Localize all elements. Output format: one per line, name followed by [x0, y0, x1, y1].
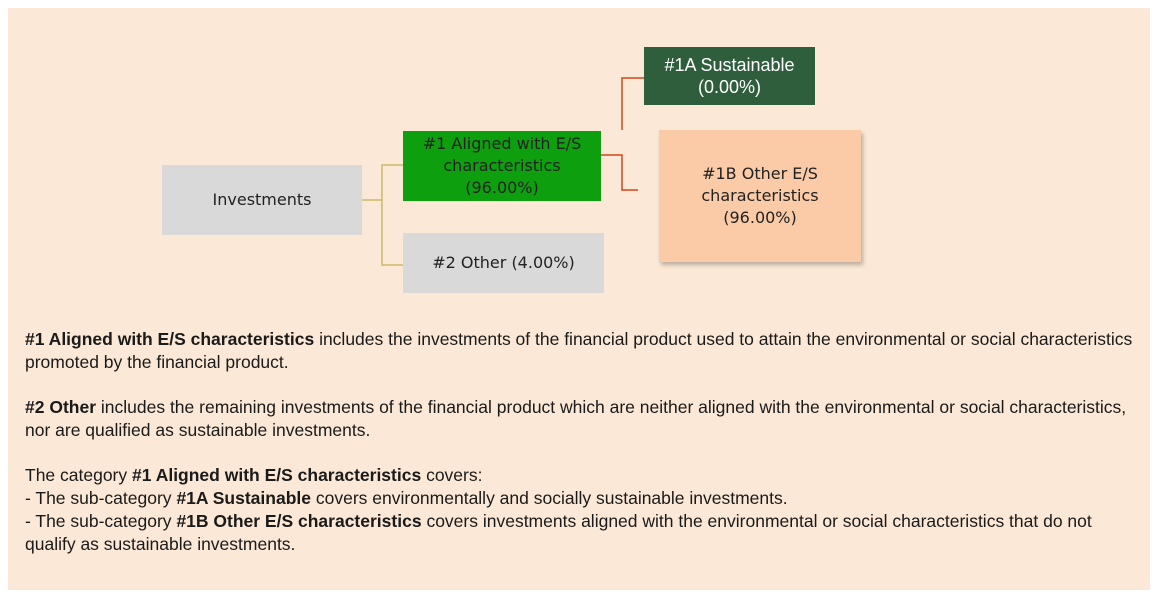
node-label: Investments: [212, 190, 312, 209]
note: #1 Aligned with E/S characteristics incl…: [25, 328, 1140, 374]
term: #1 Aligned with E/S characteristics: [132, 465, 422, 485]
item: - The sub-category #1A Sustainable cover…: [25, 487, 1140, 510]
term: #2 Other: [25, 397, 96, 417]
item-text: covers investments aligned with the envi…: [25, 511, 1092, 554]
node-sustainable: #1A Sustainable (0.00%): [644, 47, 815, 105]
node-label: characteristics: [701, 186, 819, 205]
lead: - The sub-category: [25, 511, 172, 531]
connector: [601, 154, 638, 191]
node-label: (96.00%): [723, 208, 797, 227]
term: #1B Other E/S characteristics: [176, 511, 422, 531]
node-label: #1 Aligned with E/S: [422, 134, 582, 153]
connector: [621, 77, 644, 130]
lead: The category: [25, 465, 128, 485]
connector: [381, 164, 403, 266]
note-text: includes the investments of the financia…: [25, 329, 1133, 372]
node-investments: Investments: [162, 165, 362, 235]
item: - The sub-category #1B Other E/S charact…: [25, 510, 1140, 556]
category: The category #1 Aligned with E/S charact…: [25, 464, 1140, 556]
note: #2 Other includes the remaining investme…: [25, 396, 1140, 442]
node-other: #2 Other (4.00%): [403, 233, 604, 293]
node-label: #1B Other E/S: [702, 164, 818, 183]
panel: [8, 8, 1150, 590]
note-text: includes the remaining investments of th…: [25, 397, 1127, 440]
category-lead: The category #1 Aligned with E/S charact…: [25, 464, 1140, 487]
node-label: (96.00%): [465, 178, 539, 197]
tail: covers:: [426, 465, 483, 485]
node-label: characteristics: [443, 156, 561, 175]
lead: - The sub-category: [25, 488, 172, 508]
node-other-es: #1B Other E/S characteristics (96.00%): [659, 130, 861, 262]
node-label: #2 Other (4.00%): [432, 253, 575, 272]
term: #1 Aligned with E/S characteristics: [25, 329, 315, 349]
node-label: #1A Sustainable: [664, 55, 795, 75]
node-label: (0.00%): [697, 77, 762, 97]
node-aligned: #1 Aligned with E/S characteristics (96.00…: [403, 131, 601, 201]
item-text: covers environmentally and socially sust…: [315, 488, 788, 508]
term: #1A Sustainable: [176, 488, 311, 508]
